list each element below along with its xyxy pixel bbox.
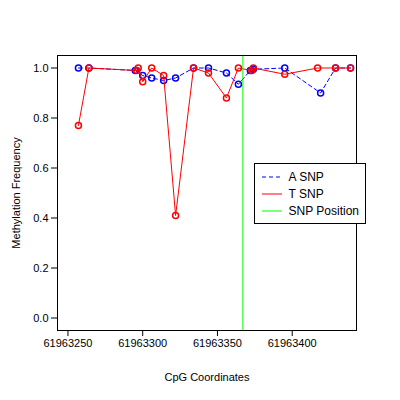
svg-text:61963350: 61963350: [193, 337, 242, 349]
html-text:SNP Position: SNP Position: [288, 203, 359, 218]
svg-text:0.8: 0.8: [33, 112, 48, 124]
svg-text:Methylation Frequency: Methylation Frequency: [10, 137, 22, 249]
html-text:T SNP: T SNP: [288, 186, 324, 201]
svg-text:61963250: 61963250: [43, 337, 92, 349]
svg-text:1.0: 1.0: [33, 62, 48, 74]
svg-text:0.6: 0.6: [33, 162, 48, 174]
html-text:A SNP: A SNP: [288, 169, 324, 184]
svg-text:0.4: 0.4: [33, 212, 48, 224]
svg-text:0.0: 0.0: [33, 312, 48, 324]
svg-text:CpG Coordinates: CpG Coordinates: [165, 371, 250, 383]
svg-text:0.2: 0.2: [33, 262, 48, 274]
svg-text:61963300: 61963300: [118, 337, 167, 349]
svg-text:61963400: 61963400: [268, 337, 317, 349]
